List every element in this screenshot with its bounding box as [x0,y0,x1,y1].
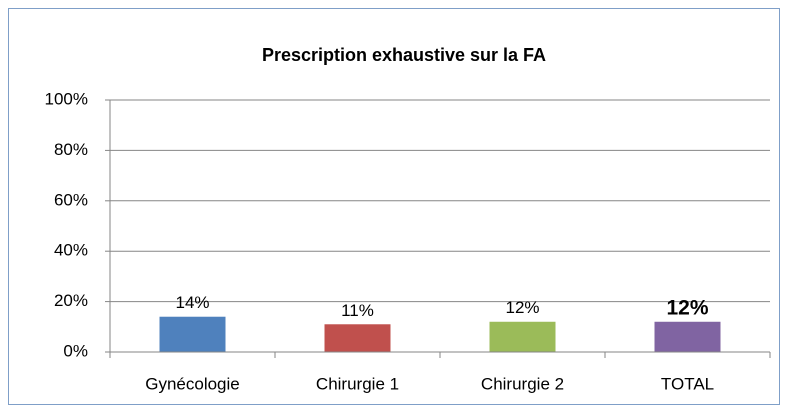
y-tick-label: 0% [63,341,88,360]
value-label: 11% [341,301,374,320]
y-tick-label: 40% [54,241,88,260]
value-label: 12% [666,296,708,319]
x-tick-label: TOTAL [661,374,714,393]
y-tick-label: 80% [54,140,88,159]
chart-title: Prescription exhaustive sur la FA [262,45,546,65]
y-tick-label: 20% [54,291,88,310]
value-label: 14% [175,293,209,312]
y-tick-label: 60% [54,190,88,209]
bar [324,324,391,352]
value-label: 12% [505,298,539,317]
x-tick-label: Chirurgie 1 [316,374,399,393]
bar [159,316,226,352]
x-tick-label: Gynécologie [145,374,240,393]
bar [654,321,721,352]
chart-border [8,8,780,405]
bar [489,321,556,352]
y-tick-label: 100% [45,89,88,108]
x-tick-label: Chirurgie 2 [481,374,564,393]
